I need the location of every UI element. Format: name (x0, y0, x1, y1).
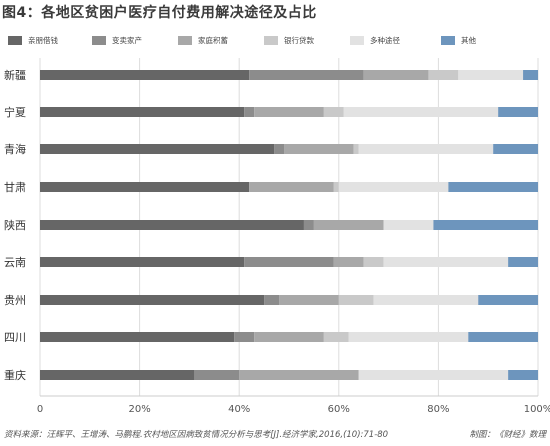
bar-segment (353, 144, 359, 154)
bar-segment (40, 370, 195, 380)
bar-segment (323, 107, 344, 117)
bar-segment (249, 70, 364, 80)
bar-segment (244, 107, 255, 117)
bar-segment (40, 332, 235, 342)
bar-segment (313, 220, 384, 230)
bar-segment (274, 144, 285, 154)
bar-segment (428, 70, 459, 80)
bar-segment (363, 70, 429, 80)
legend-swatch (8, 35, 22, 45)
legend-item: 银行贷款 (264, 32, 314, 48)
bar-segment (254, 107, 324, 117)
x-tick-label: 40% (228, 404, 250, 415)
bar-segment (363, 257, 384, 267)
bar-segment (458, 70, 524, 80)
bar-segment (279, 295, 339, 305)
legend-label: 亲朋借钱 (28, 35, 58, 45)
legend-item: 其他 (441, 32, 476, 48)
bar-segment (383, 257, 509, 267)
legend-swatch (350, 35, 364, 45)
bar-segment (234, 332, 255, 342)
legend-swatch (441, 35, 455, 45)
category-label: 青海 (4, 142, 26, 156)
category-label: 新疆 (4, 68, 26, 82)
bar-segment (333, 257, 364, 267)
legend-swatch (264, 35, 278, 45)
bar-segment (508, 370, 538, 380)
bar-segment (303, 220, 314, 230)
bar-segment (373, 295, 479, 305)
category-label: 云南 (4, 256, 26, 269)
bar-segment (40, 144, 275, 154)
bar-segment (323, 332, 349, 342)
category-label: 重庆 (4, 368, 26, 382)
bar-segment (523, 70, 538, 80)
legend-label: 多种途径 (370, 35, 400, 45)
bar-segment (40, 182, 250, 192)
category-label: 四川 (4, 331, 26, 344)
legend-label: 银行贷款 (284, 35, 314, 45)
bar-segment (343, 107, 499, 117)
bar-segment (448, 182, 538, 192)
bar-segment (40, 107, 245, 117)
bar-segment (468, 332, 538, 342)
legend-item: 多种途径 (350, 32, 400, 48)
x-tick-label: 0 (37, 404, 43, 415)
bar-segment (264, 295, 280, 305)
legend-label: 家庭积蓄 (198, 35, 228, 45)
bar-segment (284, 144, 354, 154)
bar-segment (194, 370, 240, 380)
source-note: 资料来源：汪辉平、王增涛、马鹏程.农村地区因病致贫情况分析与思考[J].经济学家… (4, 430, 389, 440)
legend-item: 亲朋借钱 (8, 32, 58, 48)
category-label: 陕西 (4, 218, 26, 232)
legend-item: 变卖家产 (92, 32, 142, 48)
legend-label: 其他 (461, 35, 476, 45)
credit-note: 制图：《财经》数理 (469, 430, 546, 440)
bar-segment (383, 220, 434, 230)
bar-segment (348, 332, 469, 342)
bar-segment (338, 182, 449, 192)
x-tick-label: 20% (128, 404, 150, 415)
bar-segment (333, 182, 339, 192)
legend-label: 变卖家产 (112, 35, 142, 45)
bar-segment (478, 295, 538, 305)
category-label: 贵州 (4, 294, 26, 307)
bar-segment (249, 182, 334, 192)
bar-segment (254, 332, 324, 342)
bar-segment (358, 144, 494, 154)
chart-title: 图4：各地区贫困户医疗自付费用解决途径及占比 (2, 5, 317, 21)
bar-segment (498, 107, 538, 117)
bar-segment (358, 370, 509, 380)
x-tick-label: 60% (328, 404, 350, 415)
legend-item: 家庭积蓄 (178, 32, 228, 48)
x-tick-label: 100% (524, 404, 550, 415)
bar-segment (40, 295, 265, 305)
bar-segment (433, 220, 538, 230)
category-label: 甘肃 (4, 181, 26, 194)
chart-legend: 亲朋借钱 变卖家产 家庭积蓄 银行贷款 多种途径 其他 (0, 32, 550, 48)
bar-segment (40, 257, 245, 267)
bar-segment (493, 144, 538, 154)
x-tick-label: 80% (427, 404, 449, 415)
bar-segment (244, 257, 334, 267)
legend-swatch (178, 35, 192, 45)
bar-segment (338, 295, 374, 305)
bar-segment (239, 370, 359, 380)
category-label: 宁夏 (4, 105, 26, 119)
bar-segment (508, 257, 538, 267)
bar-segment (40, 220, 304, 230)
bar-segment (40, 70, 250, 80)
legend-swatch (92, 35, 106, 45)
